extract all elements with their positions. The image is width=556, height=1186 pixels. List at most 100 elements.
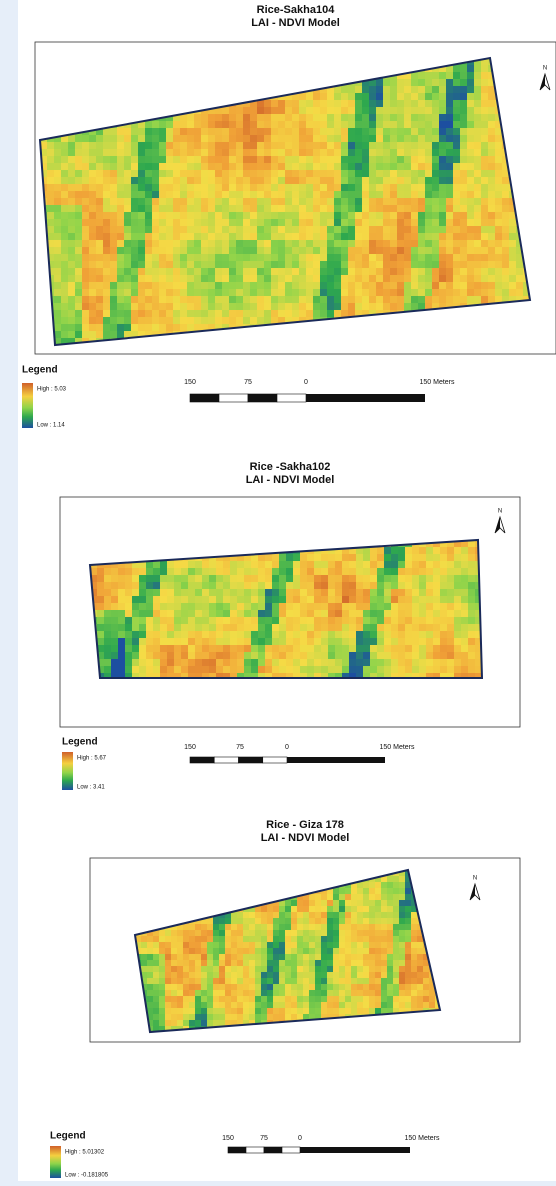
raster-cell <box>222 156 229 163</box>
raster-cell <box>488 163 495 170</box>
raster-cell <box>145 240 152 247</box>
raster-cell <box>321 972 327 978</box>
raster-cell <box>213 948 219 954</box>
raster-cell <box>146 631 153 638</box>
raster-cell <box>381 918 387 924</box>
raster-cell <box>173 128 180 135</box>
raster-cell <box>376 128 383 135</box>
raster-cell <box>321 589 328 596</box>
raster-cell <box>297 966 303 972</box>
raster-cell <box>243 954 249 960</box>
raster-cell <box>397 254 404 261</box>
raster-cell <box>272 575 279 582</box>
raster-cell <box>363 960 369 966</box>
raster-cell <box>453 289 460 296</box>
raster-cell <box>124 198 131 205</box>
raster-cell <box>369 205 376 212</box>
raster-cell <box>187 156 194 163</box>
raster-cell <box>425 107 432 114</box>
raster-cell <box>433 547 440 554</box>
raster-cell <box>411 93 418 100</box>
raster-cell <box>453 107 460 114</box>
raster-cell <box>47 205 54 212</box>
raster-cell <box>180 149 187 156</box>
raster-cell <box>171 954 177 960</box>
raster-cell <box>375 900 381 906</box>
raster-cell <box>495 163 502 170</box>
raster-cell <box>418 100 425 107</box>
raster-cell <box>439 191 446 198</box>
raster-cell <box>272 582 279 589</box>
raster-cell <box>357 966 363 972</box>
raster-cell <box>152 198 159 205</box>
raster-cell <box>369 972 375 978</box>
raster-cell <box>328 645 335 652</box>
raster-cell <box>320 303 327 310</box>
raster-cell <box>279 936 285 942</box>
raster-cell <box>89 163 96 170</box>
raster-cell <box>306 156 313 163</box>
raster-cell <box>334 310 341 317</box>
raster-cell <box>285 282 292 289</box>
raster-cell <box>357 948 363 954</box>
raster-cell <box>481 107 488 114</box>
raster-cell <box>293 659 300 666</box>
raster-cell <box>439 114 446 121</box>
raster-cell <box>75 142 82 149</box>
raster-cell <box>243 275 250 282</box>
raster-cell <box>201 163 208 170</box>
raster-cell <box>213 978 219 984</box>
raster-cell <box>391 617 398 624</box>
raster-cell <box>369 948 375 954</box>
raster-cell <box>467 247 474 254</box>
raster-cell <box>334 240 341 247</box>
raster-cell <box>356 554 363 561</box>
raster-cell <box>425 170 432 177</box>
raster-cell <box>215 156 222 163</box>
raster-cell <box>267 936 273 942</box>
raster-cell <box>339 918 345 924</box>
raster-cell <box>264 310 271 317</box>
raster-cell <box>377 561 384 568</box>
raster-cell <box>321 631 328 638</box>
raster-cell <box>229 226 236 233</box>
raster-cell <box>411 289 418 296</box>
raster-cell <box>453 65 460 72</box>
raster-cell <box>279 960 285 966</box>
raster-cell <box>446 184 453 191</box>
raster-cell <box>426 638 433 645</box>
raster-cell <box>61 310 68 317</box>
raster-cell <box>250 240 257 247</box>
raster-cell <box>516 268 523 275</box>
raster-cell <box>271 254 278 261</box>
raster-cell <box>273 978 279 984</box>
raster-cell <box>453 128 460 135</box>
raster-cell <box>387 894 393 900</box>
raster-cell <box>219 960 225 966</box>
raster-cell <box>467 72 474 79</box>
raster-cell <box>236 142 243 149</box>
raster-cell <box>291 978 297 984</box>
raster-cell <box>125 666 132 673</box>
raster-cell <box>264 268 271 275</box>
raster-cell <box>139 582 146 589</box>
raster-cell <box>460 261 467 268</box>
raster-cell <box>132 666 139 673</box>
raster-cell <box>131 261 138 268</box>
raster-cell <box>166 268 173 275</box>
raster-cell <box>314 631 321 638</box>
raster-cell <box>229 198 236 205</box>
raster-cell <box>89 142 96 149</box>
raster-cell <box>138 310 145 317</box>
raster-cell <box>160 631 167 638</box>
raster-cell <box>183 960 189 966</box>
raster-cell <box>257 191 264 198</box>
raster-cell <box>279 930 285 936</box>
raster-cell <box>339 900 345 906</box>
raster-cell <box>348 114 355 121</box>
raster-cell <box>303 912 309 918</box>
raster-cell <box>495 205 502 212</box>
raster-cell <box>111 617 118 624</box>
raster-cell <box>152 268 159 275</box>
raster-cell <box>440 589 447 596</box>
